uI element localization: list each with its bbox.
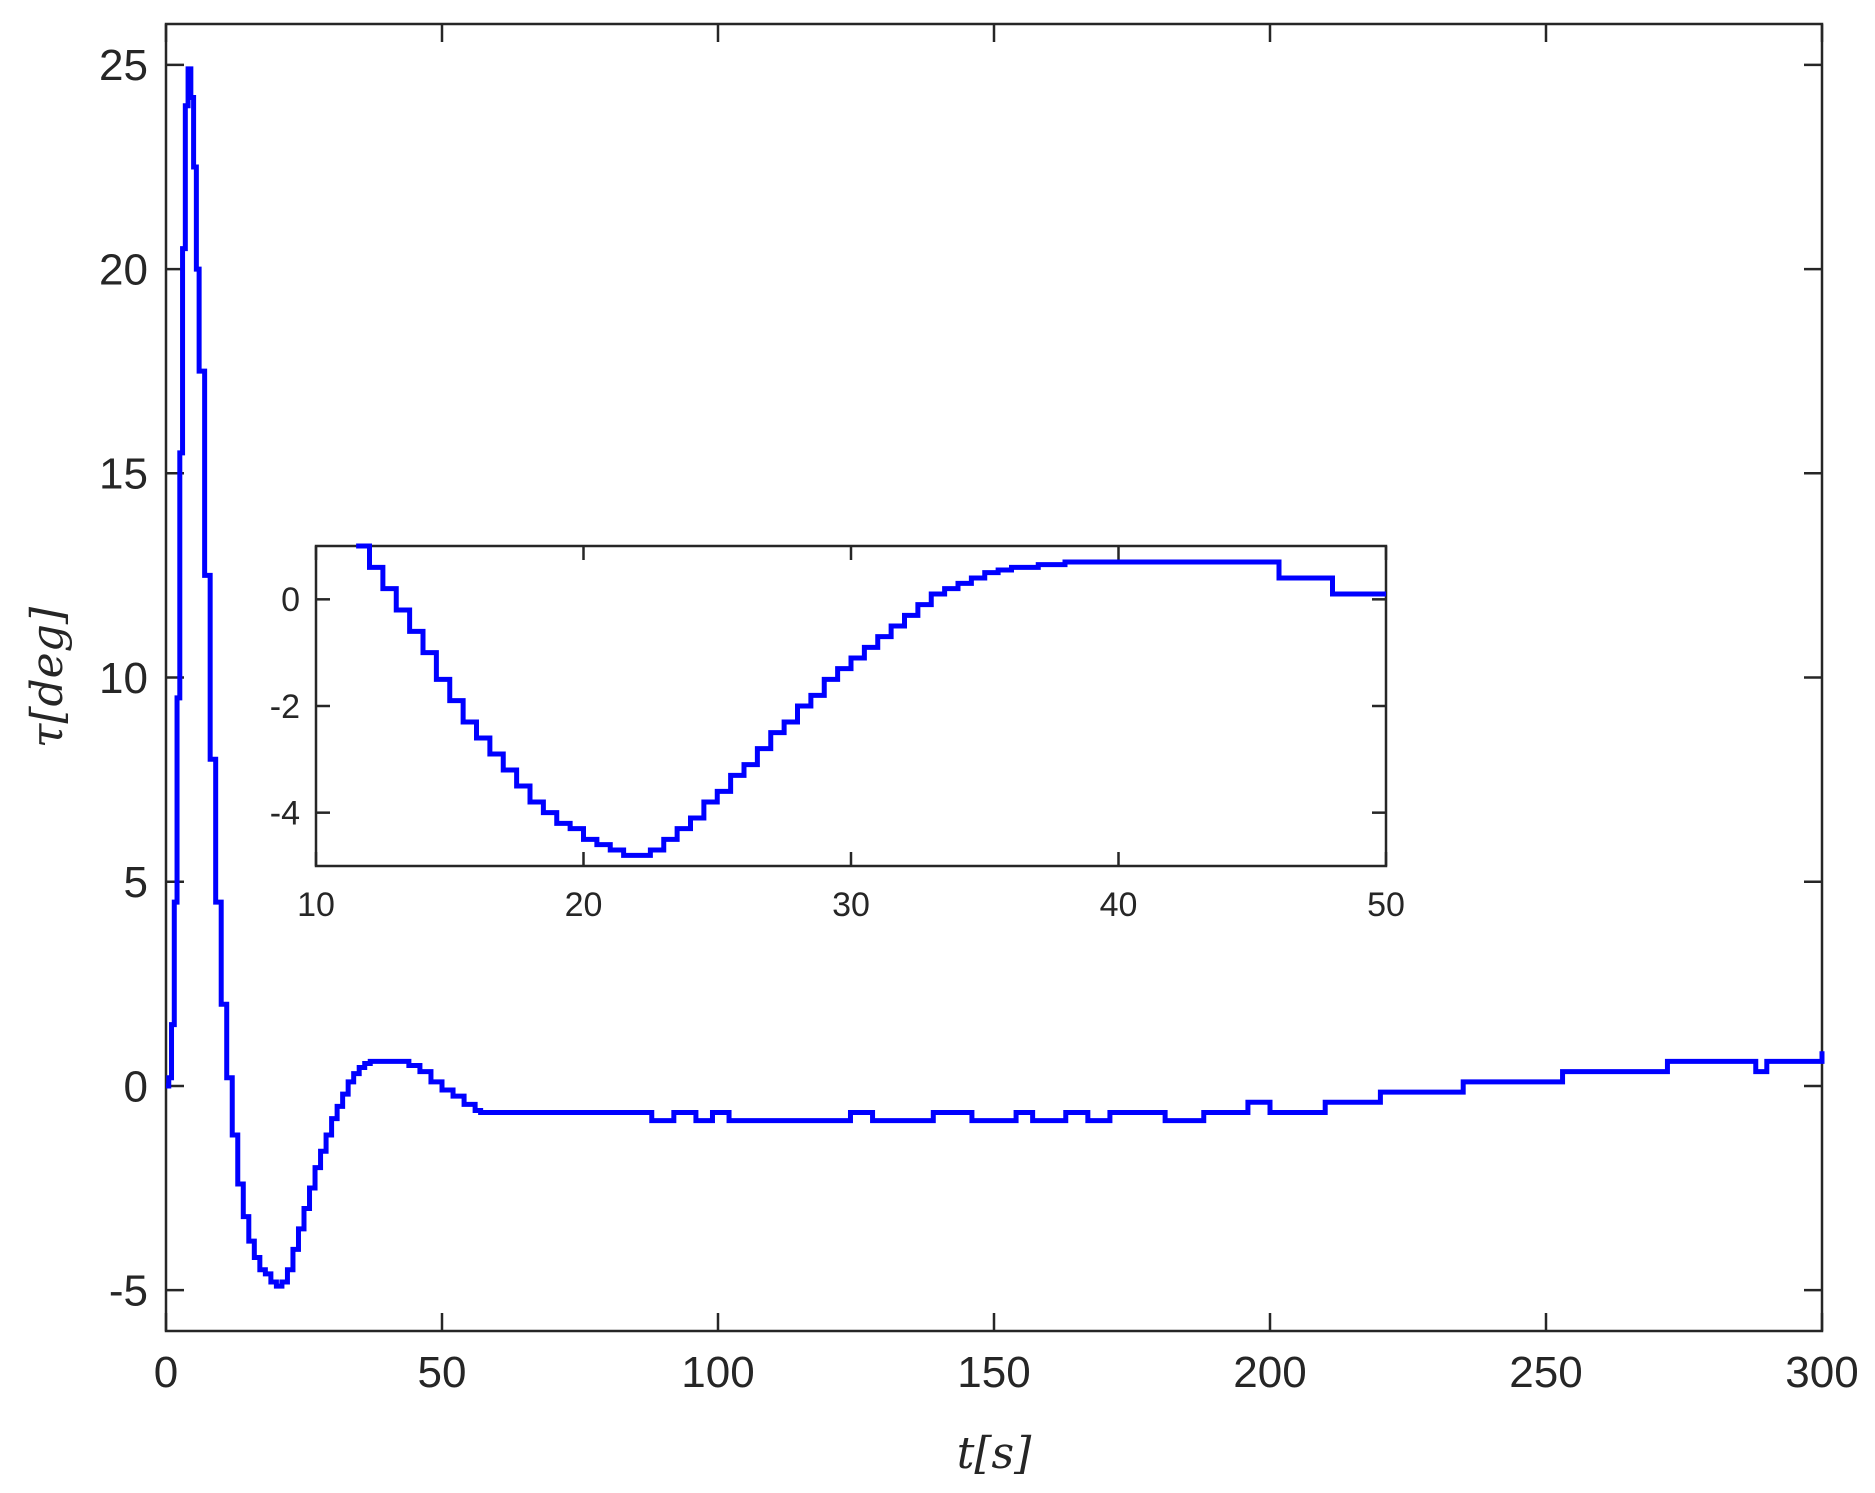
main-x-tick-label: 300: [1785, 1348, 1858, 1397]
inset-y-tick-label: -4: [270, 795, 300, 833]
inset-plot: 10 20 30 40 50 -4 -2 0: [270, 543, 1405, 924]
inset-y-tick-label: 0: [281, 581, 300, 619]
main-y-tick-label: 5: [124, 858, 148, 907]
inset-x-tick-label: 10: [297, 886, 335, 924]
inset-x-tick-label: 20: [565, 886, 603, 924]
main-y-tick-label: 25: [99, 41, 148, 90]
main-x-tick-label: 150: [957, 1348, 1030, 1397]
x-axis-title: t[s]: [957, 1428, 1032, 1479]
main-y-tick-label: 15: [99, 450, 148, 499]
inset-axes-frame: [314, 544, 1388, 868]
main-y-tick-label: 0: [124, 1062, 148, 1111]
main-x-tick-label: 50: [418, 1348, 467, 1397]
inset-x-tick-label: 40: [1100, 886, 1138, 924]
inset-y-tick-label: -2: [270, 688, 300, 726]
inset-x-tick-label: 30: [832, 886, 870, 924]
main-x-tick-label: 0: [154, 1348, 178, 1397]
main-x-tick-label: 100: [681, 1348, 754, 1397]
inset-series-line: [356, 543, 1386, 858]
main-x-tick-label: 200: [1233, 1348, 1306, 1397]
main-x-tick-label: 250: [1509, 1348, 1582, 1397]
inset-x-tick-label: 50: [1367, 886, 1405, 924]
main-y-tick-label: 10: [99, 654, 148, 703]
main-series-line: [166, 66, 1825, 1289]
y-axis-title: τ[deg]: [22, 606, 73, 748]
main-y-tick-label: 20: [99, 245, 148, 294]
main-y-tick-label: -5: [109, 1267, 148, 1316]
